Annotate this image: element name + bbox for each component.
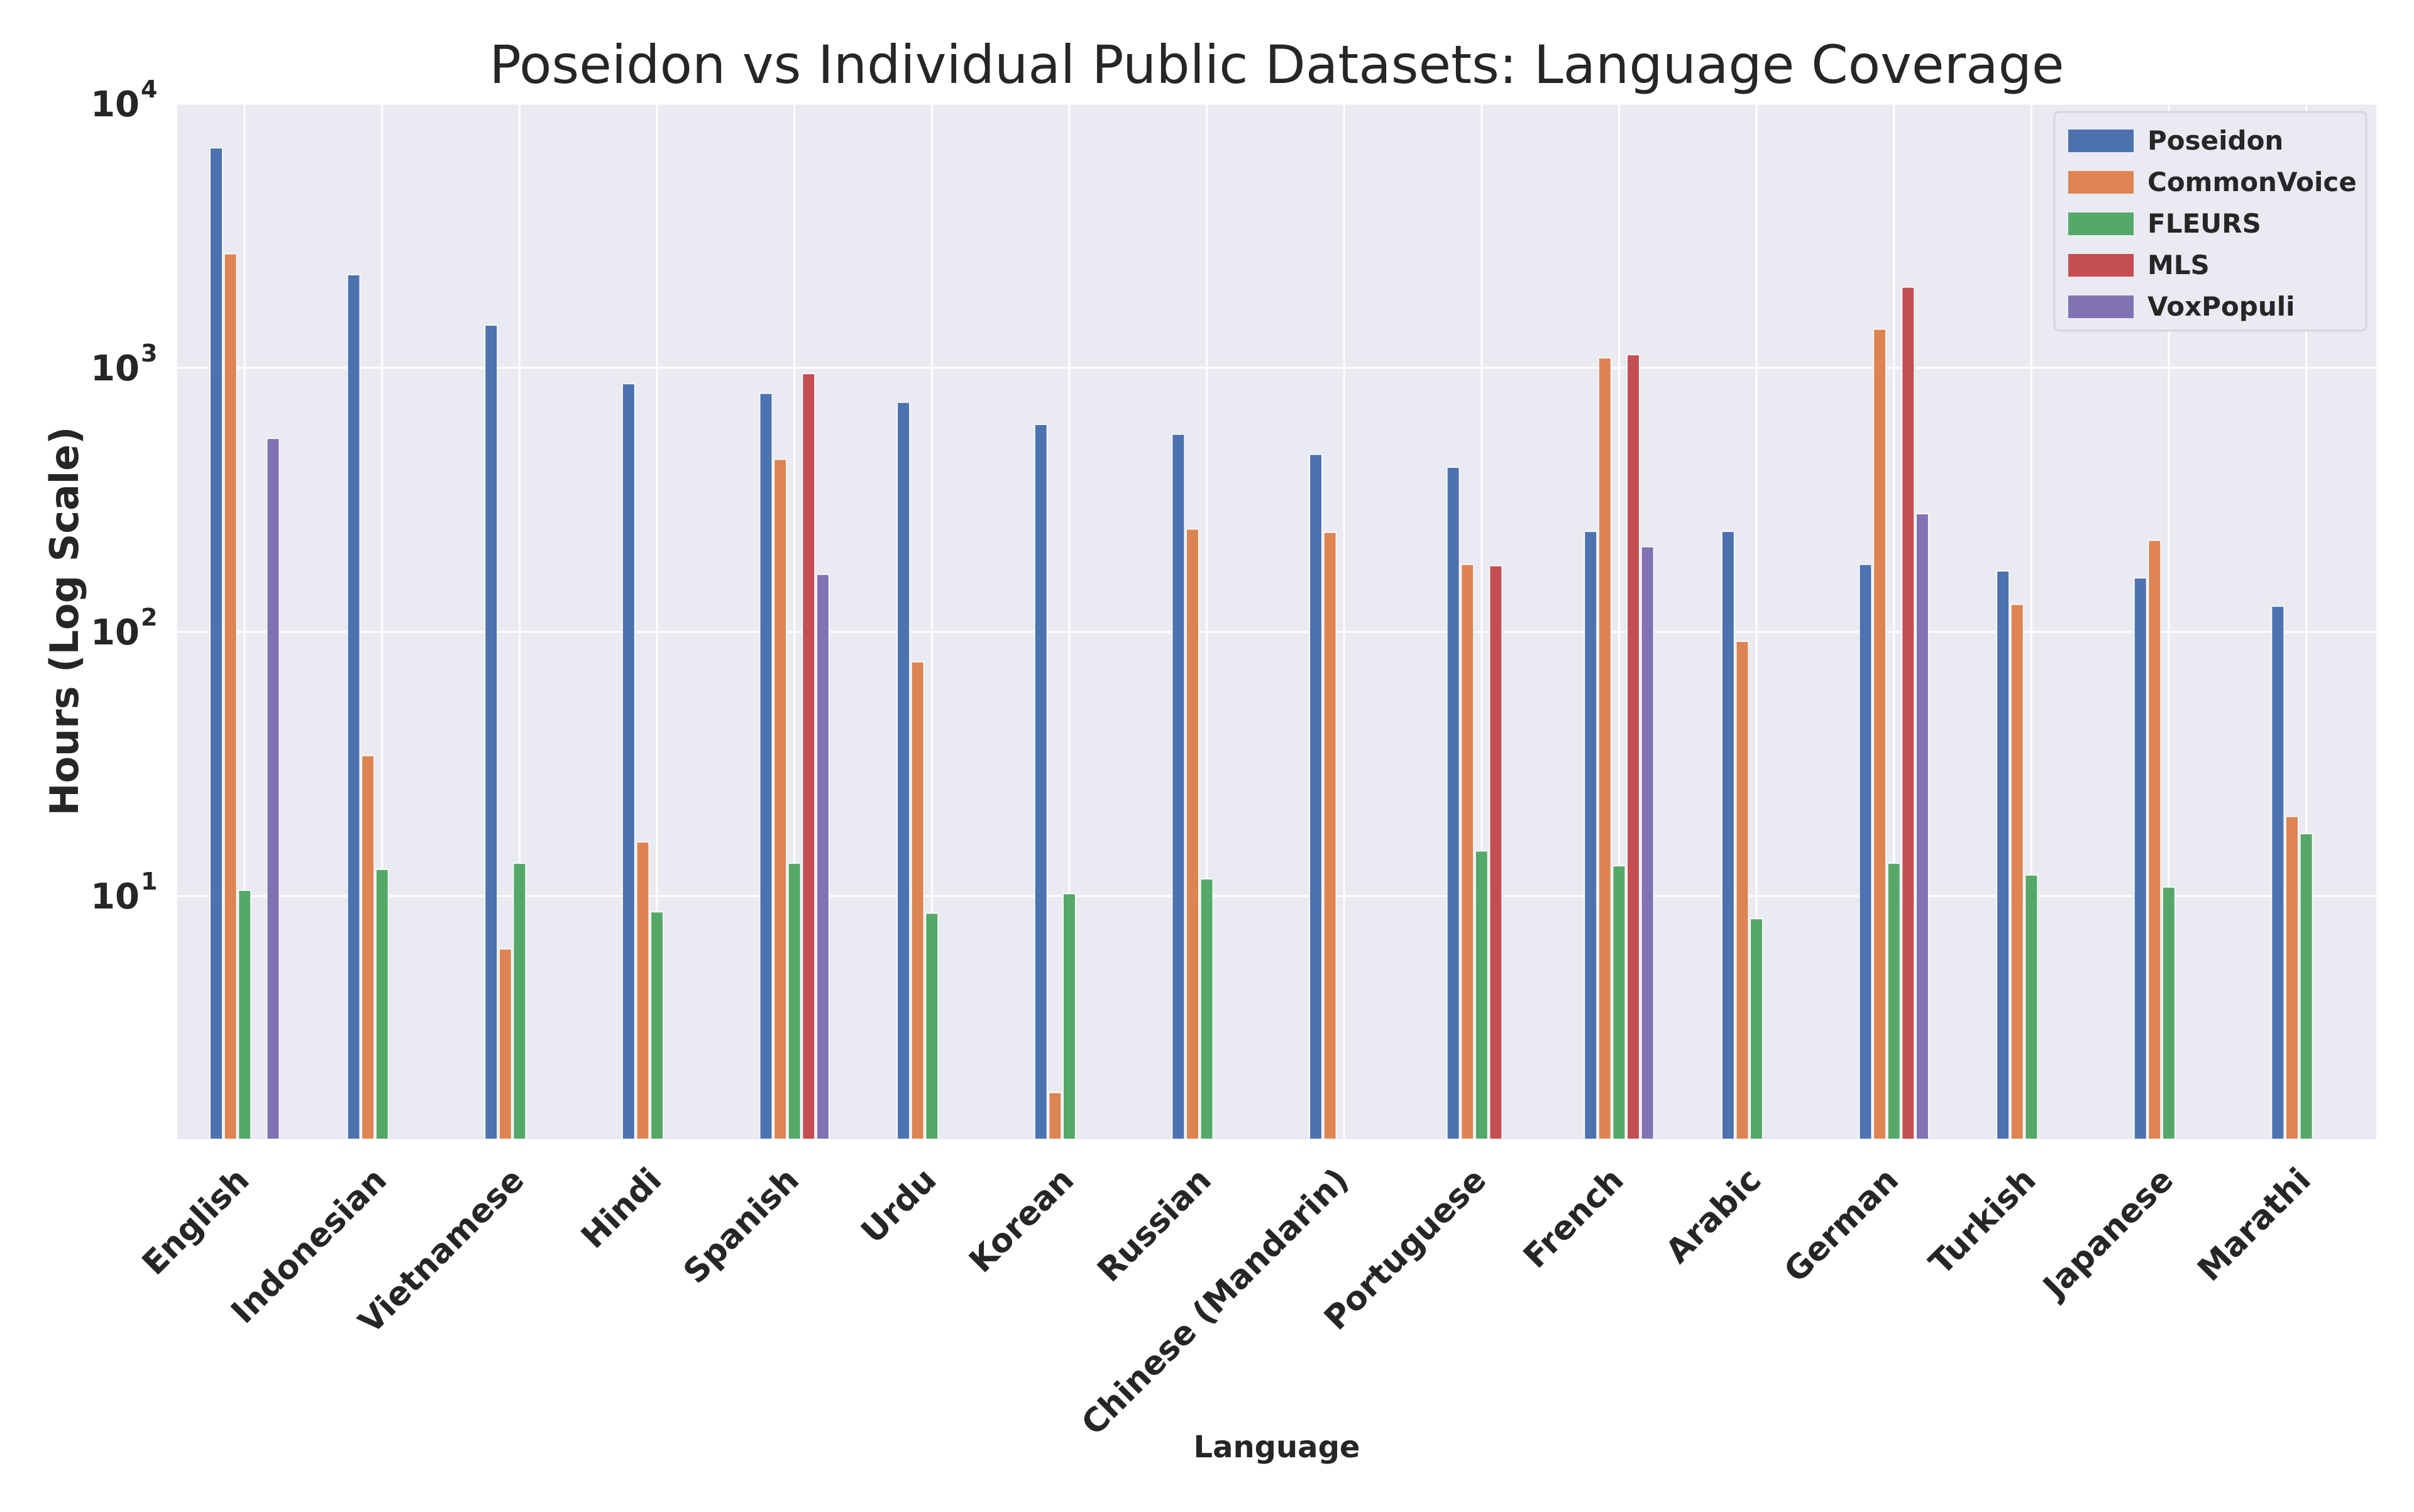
y-tick-label-base: 10 [91, 876, 140, 917]
bar-poseidon-hindi [622, 383, 636, 1140]
bar-commonvoice-chinese-mandarin- [1323, 532, 1337, 1140]
bar-commonvoice-indonesian [361, 755, 375, 1140]
legend-swatch [2068, 171, 2134, 194]
y-tick-label-base: 10 [91, 84, 140, 125]
bar-poseidon-urdu [896, 402, 910, 1140]
y-tick-label-exponent: 2 [141, 604, 157, 631]
bar-fleurs-spanish [788, 863, 802, 1140]
x-tick-label: Japanese [2035, 1161, 2181, 1307]
bar-fleurs-french [1612, 865, 1626, 1140]
bar-voxpopuli-german [1915, 513, 1929, 1140]
chart-title: Poseidon vs Individual Public Datasets: … [489, 34, 2064, 96]
bar-commonvoice-spanish [773, 458, 787, 1140]
y-tick-label-base: 10 [91, 348, 140, 389]
legend-label: MLS [2147, 250, 2210, 280]
plot-background [177, 104, 2376, 1139]
bar-poseidon-vietnamese [484, 324, 498, 1140]
y-tick-label-base: 10 [91, 612, 140, 653]
x-tick-label: Chinese (Mandarin) [1074, 1161, 1356, 1443]
bar-fleurs-arabic [1750, 918, 1763, 1140]
bar-commonvoice-portuguese [1460, 564, 1474, 1140]
bar-mls-french [1626, 354, 1640, 1140]
y-axis-label: Hours (Log Scale) [41, 427, 87, 816]
bar-poseidon-indonesian [347, 274, 361, 1140]
legend: Poseidon CommonVoice FLEURS MLS VoxPopuli [2053, 111, 2367, 332]
bar-fleurs-turkish [2024, 875, 2038, 1140]
x-tick-label: Korean [962, 1161, 1082, 1281]
y-tick-label-exponent: 3 [141, 339, 157, 367]
bar-poseidon-portuguese [1447, 466, 1460, 1140]
x-tick-label: Urdu [854, 1161, 944, 1251]
legend-swatch [2068, 130, 2134, 152]
bar-poseidon-arabic [1721, 531, 1735, 1140]
x-tick-label: Russian [1090, 1161, 1218, 1289]
bar-poseidon-chinese-mandarin- [1309, 454, 1323, 1140]
bar-poseidon-french [1584, 531, 1597, 1140]
bar-mls-spanish [802, 373, 815, 1140]
bar-commonvoice-hindi [636, 841, 649, 1140]
bar-poseidon-marathi [2271, 605, 2284, 1140]
legend-swatch [2068, 212, 2134, 235]
bar-fleurs-english [238, 890, 251, 1140]
x-tick-label: German [1777, 1161, 1906, 1290]
bar-commonvoice-arabic [1735, 641, 1749, 1140]
bar-commonvoice-turkish [2010, 604, 2024, 1140]
bar-poseidon-spanish [759, 393, 773, 1140]
bar-fleurs-japanese [2162, 886, 2176, 1140]
y-tick-label-exponent: 4 [141, 75, 157, 103]
bar-fleurs-russian [1200, 878, 1214, 1140]
bar-poseidon-german [1859, 564, 1872, 1140]
bar-commonvoice-vietnamese [499, 948, 512, 1140]
bar-poseidon-japanese [2134, 577, 2147, 1140]
bar-voxpopuli-english [266, 438, 280, 1140]
bar-fleurs-indonesian [375, 869, 389, 1140]
x-tick-label: Turkish [1922, 1161, 2044, 1283]
bar-fleurs-hindi [650, 911, 664, 1140]
bar-commonvoice-russian [1186, 528, 1199, 1140]
bar-fleurs-korean [1062, 893, 1076, 1140]
legend-swatch [2068, 295, 2134, 318]
bar-commonvoice-korean [1048, 1092, 1062, 1140]
x-axis-label: Language [1194, 1430, 1360, 1465]
x-tick-label: Hindi [574, 1161, 669, 1256]
bar-mls-german [1901, 287, 1915, 1140]
bar-commonvoice-english [224, 253, 238, 1140]
bar-fleurs-portuguese [1475, 850, 1489, 1140]
bar-poseidon-turkish [1996, 570, 2010, 1140]
legend-label: CommonVoice [2147, 167, 2357, 197]
bars [209, 147, 2313, 1140]
bar-commonvoice-german [1873, 328, 1887, 1140]
bar-commonvoice-japanese [2147, 539, 2161, 1140]
bar-poseidon-english [209, 147, 223, 1140]
y-tick-label-exponent: 1 [141, 868, 157, 895]
bar-poseidon-korean [1034, 424, 1048, 1140]
x-tick-label: French [1516, 1161, 1631, 1276]
legend-label: FLEURS [2147, 208, 2261, 239]
bar-commonvoice-french [1598, 357, 1612, 1140]
bar-fleurs-marathi [2300, 833, 2313, 1140]
bar-commonvoice-urdu [911, 661, 925, 1140]
bar-fleurs-german [1887, 863, 1901, 1140]
bar-voxpopuli-spanish [816, 574, 830, 1140]
legend-swatch [2068, 254, 2134, 277]
legend-label: VoxPopuli [2147, 291, 2295, 322]
bar-commonvoice-marathi [2285, 815, 2299, 1140]
bar-poseidon-russian [1171, 434, 1185, 1140]
x-tick-label: English [135, 1161, 256, 1283]
x-tick-label: Arabic [1659, 1161, 1769, 1271]
bar-voxpopuli-french [1641, 546, 1655, 1140]
legend-label: Poseidon [2147, 125, 2283, 156]
x-tick-label: Marathi [2191, 1161, 2318, 1289]
bar-fleurs-urdu [925, 912, 939, 1140]
bar-mls-portuguese [1489, 565, 1502, 1140]
bar-fleurs-vietnamese [512, 863, 526, 1140]
x-tick-label: Spanish [676, 1161, 807, 1291]
